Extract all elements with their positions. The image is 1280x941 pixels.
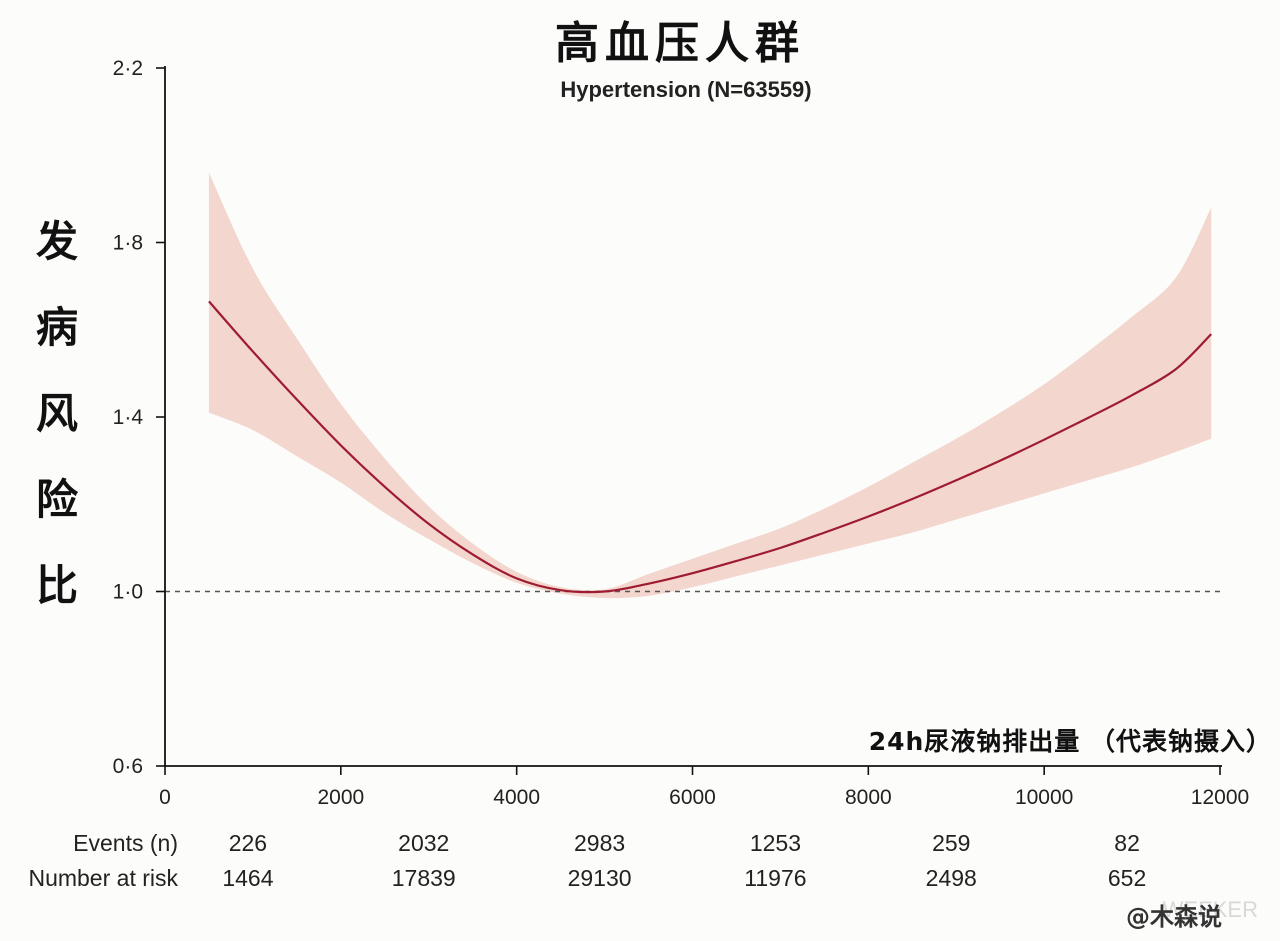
y-tick-label: 1·4 xyxy=(113,406,144,429)
risk-table-at-risk-cell: 17839 xyxy=(392,865,456,891)
y-tick-label: 1·0 xyxy=(113,581,143,604)
chart-text-layer: 高血压人群 Hypertension (N=63559) 24h尿液钠排出量 （… xyxy=(555,18,1272,931)
risk-table-at-risk-cell: 2498 xyxy=(926,865,977,891)
risk-table-at-risk-cell: 29130 xyxy=(568,865,632,891)
risk-table-events-cell: 2032 xyxy=(398,830,449,856)
x-tick-label: 8000 xyxy=(845,786,892,809)
x-tick-label: 2000 xyxy=(317,786,364,809)
risk-table: Events (n) Number at risk 226 1464 2032 17839… xyxy=(28,830,1146,891)
x-tick-label: 6000 xyxy=(669,786,716,809)
y-axis-label-char: 发 xyxy=(36,217,78,266)
y-tick-label: 1·8 xyxy=(113,232,143,255)
risk-table-row-label: Number at risk xyxy=(28,865,178,891)
risk-table-at-risk-cell: 652 xyxy=(1108,865,1146,891)
x-tick-label: 0 xyxy=(159,786,171,809)
watermark-text: @木森说 xyxy=(1126,903,1222,931)
risk-table-events-cell: 2983 xyxy=(574,830,625,856)
x-tick-label: 12000 xyxy=(1191,786,1249,809)
confidence-band-layer xyxy=(208,172,1212,599)
risk-table-row-label: Events (n) xyxy=(73,830,178,856)
y-axis-label-char: 比 xyxy=(36,561,78,610)
risk-table-events-cell: 82 xyxy=(1114,830,1140,856)
x-tick-label: 10000 xyxy=(1015,786,1073,809)
risk-table-events-cell: 1253 xyxy=(750,830,801,856)
risk-table-events-cell: 226 xyxy=(229,830,267,856)
hazard-ratio-curve xyxy=(208,300,1212,594)
tick-labels: 0·6 1·0 1·4 1·8 2·2 0 2000 4000 6000 8000 10000 120… xyxy=(113,57,1250,809)
x-tick-label: 4000 xyxy=(493,786,540,809)
y-tick-label: 0·6 xyxy=(113,755,143,778)
axes xyxy=(156,66,1222,775)
risk-table-at-risk-cell: 11976 xyxy=(744,865,806,891)
risk-table-at-risk-cell: 1464 xyxy=(222,865,273,891)
chart-subtitle: Hypertension (N=63559) xyxy=(560,77,811,102)
y-axis-label-char: 病 xyxy=(36,303,78,352)
confidence-band xyxy=(208,172,1212,599)
y-axis-label-char: 风 xyxy=(36,389,78,438)
risk-table-events-cell: 259 xyxy=(932,830,970,856)
y-tick-label: 2·2 xyxy=(113,57,143,80)
y-axis-label-char: 险 xyxy=(36,475,79,524)
curve-layer xyxy=(208,300,1212,594)
x-axis-label: 24h尿液钠排出量 （代表钠摄入） xyxy=(869,727,1272,756)
watermark-faint-text: WEEKER xyxy=(1163,897,1258,922)
chart-title: 高血压人群 xyxy=(555,18,805,69)
